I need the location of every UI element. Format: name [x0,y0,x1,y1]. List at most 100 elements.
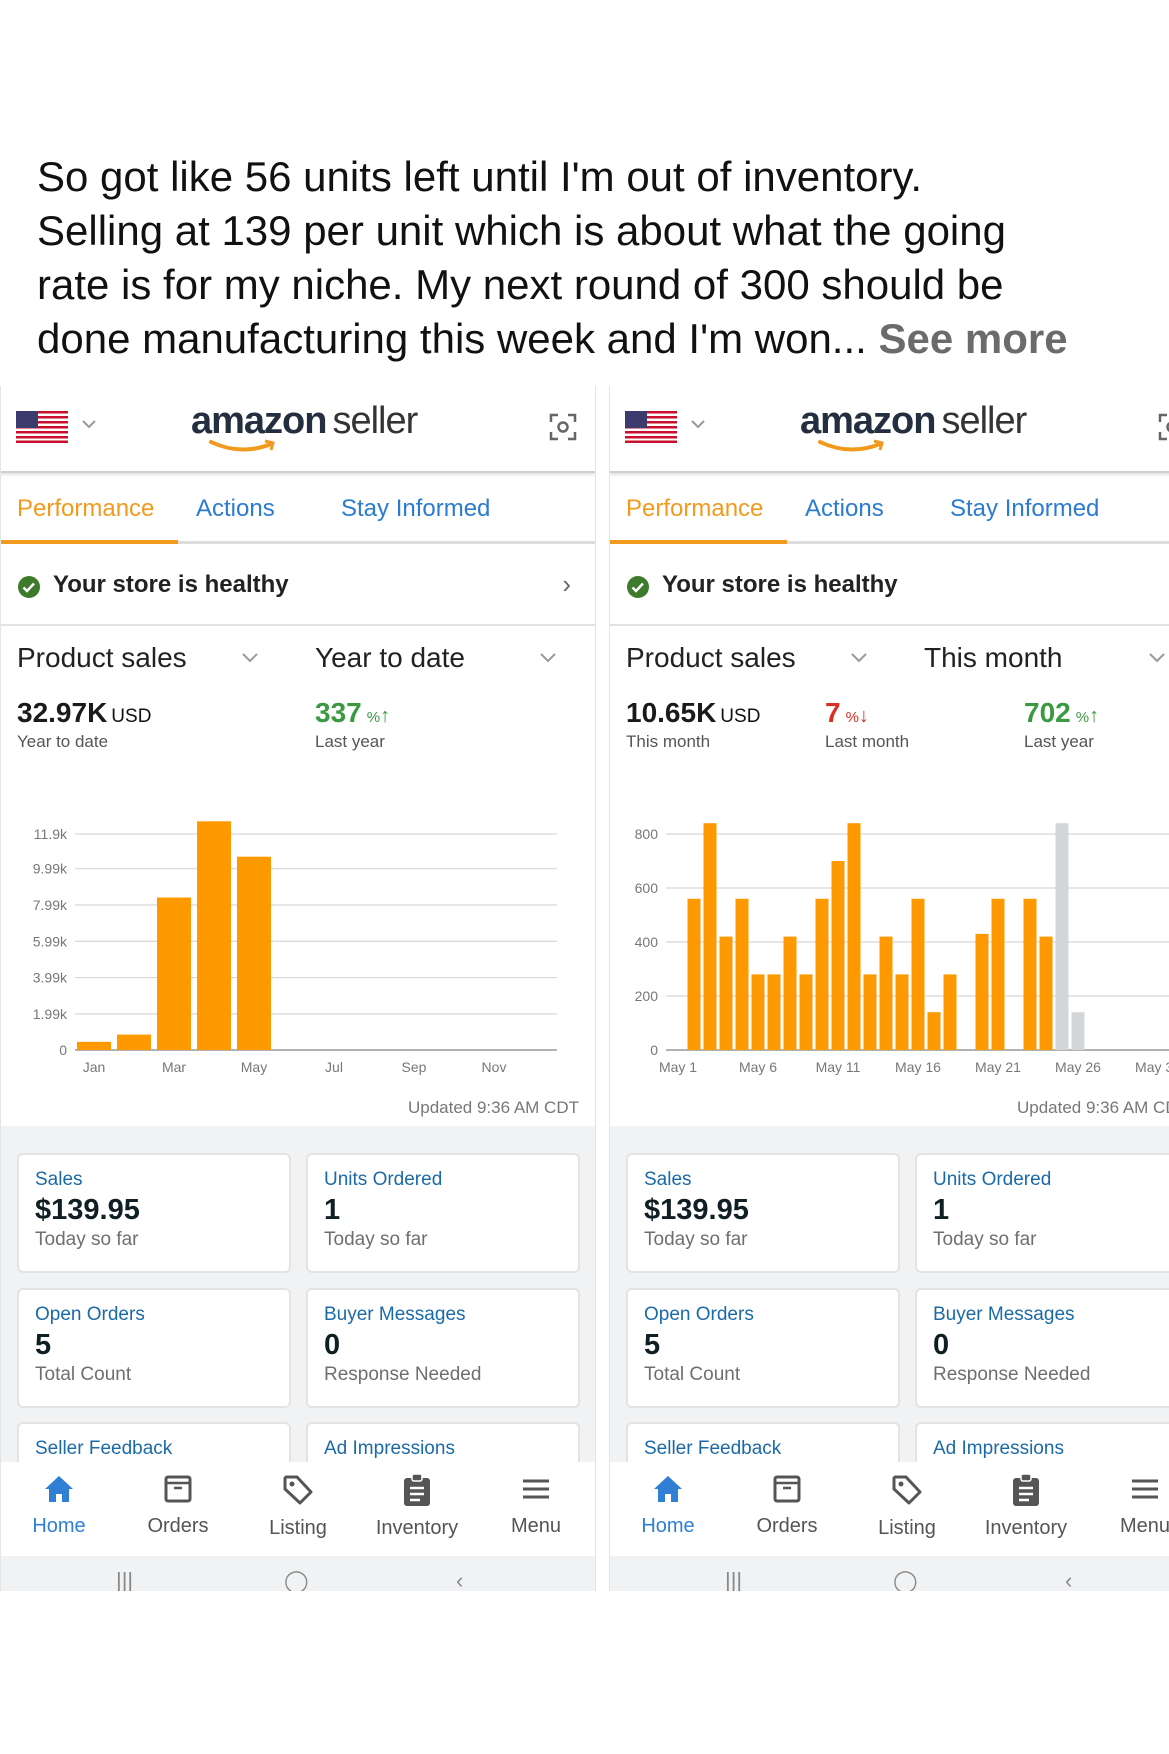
card-subtitle: Today so far [324,1229,428,1250]
bar-may-13[interactable] [863,974,877,1050]
card-sales[interactable]: Sales $139.95 Today so far [626,1153,900,1273]
bar-may-6[interactable] [751,974,765,1050]
metric-0: 10.65K USD This month [626,697,760,752]
bar-Apr[interactable] [197,821,231,1050]
back-icon[interactable]: ‹ [1065,1568,1073,1591]
home-circle-icon[interactable]: ◯ [284,1568,309,1591]
tab-stay-informed[interactable]: Stay Informed [341,495,491,522]
bar-Jan[interactable] [77,1041,111,1050]
nav-listing[interactable]: Listing [243,1474,353,1540]
sales-bar-chart: 0 1.99k 3.99k 5.99k 7.99k 9.99k 11.9k Jan Mar May… [33,821,557,1075]
chevron-right-icon: › [562,569,571,599]
nav-menu[interactable]: Menu [481,1474,591,1538]
card-value: 5 [35,1329,52,1361]
tab-actions[interactable]: Actions [196,495,275,522]
active-tab-indicator [610,540,787,544]
us-flag-icon[interactable] [16,411,68,443]
bar-may-24[interactable] [1039,936,1053,1050]
period-dropdown[interactable]: Year to date [315,642,465,673]
bar-may-10[interactable] [815,898,829,1050]
bar-may-16[interactable] [911,898,925,1050]
bar-may-7[interactable] [767,974,781,1050]
metric-label: Last year [1024,732,1094,751]
percent-sign: % [1075,709,1090,726]
nav-inventory[interactable]: Inventory [362,1473,472,1540]
period-dropdown[interactable]: This month [924,642,1063,673]
bar-may-9[interactable] [799,974,813,1050]
bar-may-15[interactable] [895,974,909,1050]
metric-dropdown[interactable]: Product sales [17,642,187,673]
metric-label: This month [626,732,711,751]
bar-may-14[interactable] [879,936,893,1050]
nav-inventory[interactable]: Inventory [971,1473,1081,1540]
orders-box-icon [773,1475,801,1503]
bar-may-21[interactable] [991,898,1005,1050]
arrow-down-icon: ↓ [858,705,869,727]
chevron-down-icon[interactable] [241,652,259,664]
chevron-down-icon[interactable] [850,652,868,664]
card-open-orders[interactable]: Open Orders 5 Total Count [17,1288,291,1408]
updated-timestamp: Updated 9:36 AM CDT [1016,1098,1169,1117]
tab-performance[interactable]: Performance [17,495,155,522]
recent-apps-icon[interactable]: ||| [116,1568,134,1591]
bar-may-25[interactable] [1055,823,1069,1050]
bar-may-23[interactable] [1023,898,1037,1050]
card-units-ordered[interactable]: Units Ordered 1 Today so far [915,1153,1169,1273]
recent-apps-icon[interactable]: ||| [725,1568,743,1591]
card-subtitle: Today so far [644,1229,748,1250]
x-tick-label: Mar [162,1059,186,1075]
nav-label: Orders [756,1515,818,1537]
nav-orders[interactable]: Orders [123,1474,233,1538]
chevron-down-icon[interactable] [81,418,97,430]
nav-menu[interactable]: Menu [1090,1474,1169,1538]
nav-label: Home [32,1515,86,1537]
card-open-orders[interactable]: Open Orders 5 Total Count [626,1288,900,1408]
bar-may-11[interactable] [831,861,845,1050]
card-buyer-messages[interactable]: Buyer Messages 0 Response Needed [306,1288,580,1408]
bar-may-8[interactable] [783,936,797,1050]
x-tick-label: May 6 [739,1059,777,1075]
nav-label: Menu [510,1515,562,1537]
scan-icon[interactable] [549,413,577,441]
card-buyer-messages[interactable]: Buyer Messages 0 Response Needed [915,1288,1169,1408]
bar-Mar[interactable] [157,897,191,1050]
chevron-down-icon[interactable] [1148,652,1166,664]
card-value: $139.95 [35,1194,140,1226]
tab-stay-informed[interactable]: Stay Informed [950,495,1100,522]
bar-may-18[interactable] [943,974,957,1050]
card-title: Units Ordered [933,1169,1052,1190]
store-health-row[interactable]: Your store is healthy › [1,547,595,626]
nav-listing[interactable]: Listing [852,1474,962,1540]
back-icon[interactable]: ‹ [456,1568,464,1591]
metric-label: Last year [315,732,385,751]
bar-may-4[interactable] [719,936,733,1050]
nav-home[interactable]: Home [613,1474,723,1538]
nav-home[interactable]: Home [4,1474,114,1538]
see-more-link[interactable]: See more [878,315,1068,362]
arrow-up-icon: ↑ [380,705,391,727]
store-health-row[interactable]: Your store is healthy › [610,547,1169,626]
nav-orders[interactable]: Orders [732,1474,842,1538]
bar-Feb[interactable] [117,1034,151,1050]
tab-performance[interactable]: Performance [626,495,764,522]
tab-actions[interactable]: Actions [805,495,884,522]
bar-May[interactable] [237,856,271,1050]
chevron-down-icon[interactable] [690,418,706,430]
bar-may-2[interactable] [687,898,701,1050]
bar-may-12[interactable] [847,823,861,1050]
scan-icon[interactable] [1158,413,1169,441]
nav-label: Home [641,1515,695,1537]
bar-may-17[interactable] [927,1012,941,1050]
tab-bar: Performance Actions Stay Informed [1,475,595,544]
card-sales[interactable]: Sales $139.95 Today so far [17,1153,291,1273]
card-units-ordered[interactable]: Units Ordered 1 Today so far [306,1153,580,1273]
us-flag-icon[interactable] [625,411,677,443]
metric-dropdown[interactable]: Product sales [626,642,796,673]
bar-may-3[interactable] [703,823,717,1050]
chevron-down-icon[interactable] [539,652,557,664]
bar-may-5[interactable] [735,898,749,1050]
bar-may-26[interactable] [1071,1012,1085,1050]
x-tick-label: Nov [482,1059,507,1075]
bar-may-20[interactable] [975,933,989,1050]
home-circle-icon[interactable]: ◯ [893,1568,918,1591]
